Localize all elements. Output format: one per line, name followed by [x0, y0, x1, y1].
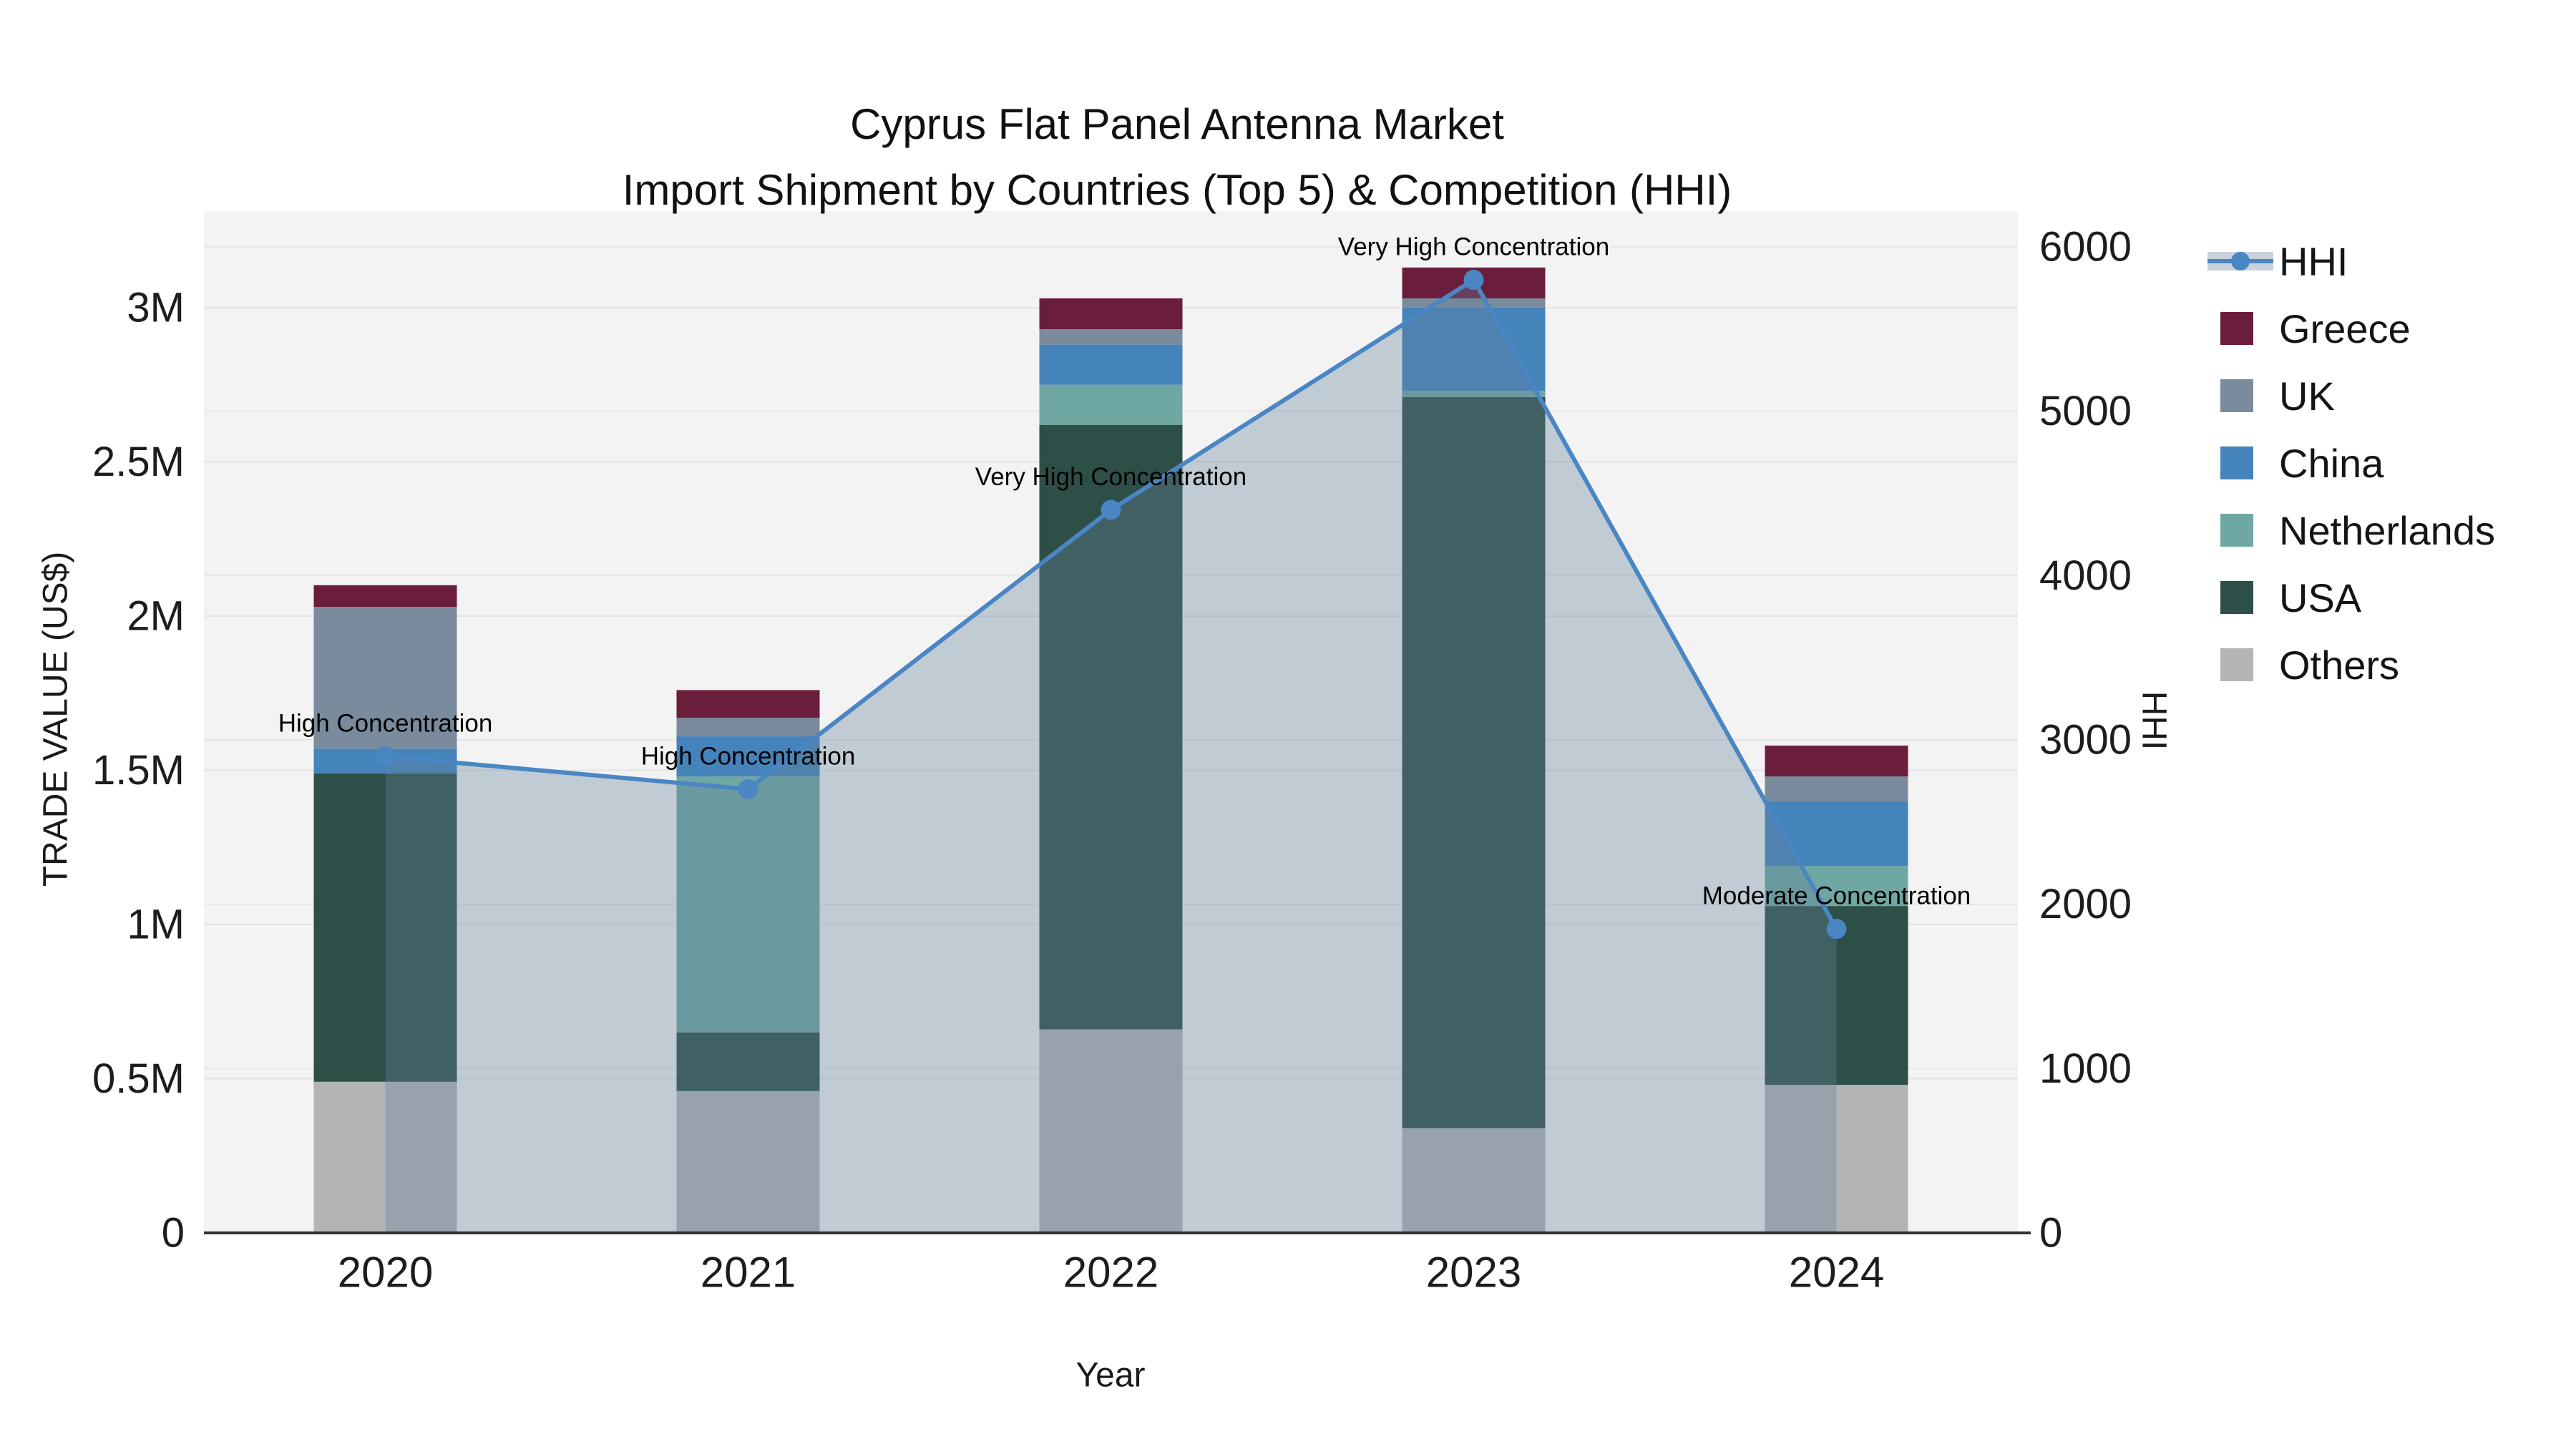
bar-segment-2024-china[interactable]	[1765, 801, 1908, 867]
legend-item-greece[interactable]: Greece	[2207, 304, 2495, 353]
hhi-line-sample-icon	[2207, 237, 2273, 286]
bar-segment-2022-greece[interactable]	[1039, 298, 1183, 330]
bar-segment-2024-uk[interactable]	[1765, 776, 1908, 801]
x-axis-title: Year	[1075, 1356, 1146, 1395]
chart-title-line1: Cyprus Flat Panel Antenna Market	[850, 100, 1504, 148]
bar-segment-2023-usa[interactable]	[1402, 396, 1546, 1128]
y-right-axis-title: HHI	[2135, 691, 2173, 751]
bar-segment-2020-uk[interactable]	[313, 607, 457, 749]
bar-segment-2021-greece[interactable]	[676, 690, 820, 718]
bar-segment-2021-netherlands[interactable]	[676, 776, 820, 1033]
legend-label: Netherlands	[2279, 507, 2495, 553]
legend-item-usa[interactable]: USA	[2207, 573, 2495, 622]
y-left-tick: 3M	[127, 284, 185, 331]
y-right-tick: 1000	[2039, 1045, 2132, 1092]
y-right-tick: 5000	[2039, 388, 2132, 434]
chart-title-line2: Import Shipment by Countries (Top 5) & C…	[622, 166, 1732, 214]
hhi-area-group	[385, 279, 1837, 1234]
bar-segment-2021-usa[interactable]	[676, 1032, 820, 1091]
bar-segment-2020-others[interactable]	[313, 1081, 457, 1233]
bar-segment-2020-greece[interactable]	[313, 585, 457, 608]
legend-label: China	[2279, 440, 2384, 486]
bar-segment-2022-others[interactable]	[1039, 1029, 1183, 1233]
y-right-tick: 3000	[2039, 717, 2132, 763]
annotations: High Concentration High Concentration Very…	[278, 233, 1971, 909]
y-right-tick: 4000	[2039, 552, 2132, 599]
hhi-markers	[375, 269, 1847, 940]
x-tick-2022: 2022	[1063, 1249, 1158, 1297]
y-right-tick: 6000	[2039, 224, 2132, 270]
bar-segment-2022-netherlands[interactable]	[1039, 384, 1183, 425]
bar-segment-2023-china[interactable]	[1402, 307, 1546, 391]
bar-segment-2024-netherlands[interactable]	[1765, 866, 1908, 907]
bar-segment-2021-others[interactable]	[676, 1091, 820, 1233]
legend-item-netherlands[interactable]: Netherlands	[2207, 506, 2495, 555]
hhi-marker-2021[interactable]	[738, 779, 758, 799]
legend-item-others[interactable]: Others	[2207, 640, 2495, 689]
legend-label: USA	[2279, 575, 2362, 620]
y-left-tick: 0.5M	[92, 1055, 185, 1102]
legend-label: UK	[2279, 373, 2335, 419]
legend-swatch-icon	[2207, 371, 2273, 420]
bar-segment-2020-usa[interactable]	[313, 773, 457, 1082]
legend-label: Others	[2279, 642, 2400, 688]
x-tick-2024: 2024	[1789, 1249, 1884, 1297]
hhi-marker-2023[interactable]	[1463, 269, 1484, 290]
y-left-tick: 2.5M	[92, 439, 185, 485]
annotation-2020: High Concentration	[278, 709, 493, 737]
bar-segment-2022-china[interactable]	[1039, 344, 1183, 385]
bar-segment-2022-usa[interactable]	[1039, 424, 1183, 1030]
legend-item-uk[interactable]: UK	[2207, 371, 2495, 420]
x-tick-2020: 2020	[338, 1249, 433, 1297]
bar-segment-2021-china[interactable]	[676, 736, 820, 777]
legend-item-china[interactable]: China	[2207, 439, 2495, 487]
hhi-area	[385, 279, 1837, 1234]
bar-segment-2021-uk[interactable]	[676, 718, 820, 737]
y-left-tick: 1.5M	[92, 747, 185, 794]
bar-segment-2023-others[interactable]	[1402, 1128, 1546, 1233]
legend-label: HHI	[2279, 238, 2348, 284]
legend-swatch-icon	[2207, 439, 2273, 487]
hhi-marker-2020[interactable]	[375, 746, 396, 766]
annotation-2021: High Concentration	[641, 742, 856, 770]
stacked-bars	[313, 267, 1908, 1233]
legend-item-hhi[interactable]: HHI	[2207, 237, 2495, 286]
axis-tick-labels: 0 0.5M 1M 1.5M 2M 2.5M 3M 0 1000 2000 3000 4000 5000…	[92, 224, 2132, 1297]
annotation-2024: Moderate Concentration	[1702, 882, 1971, 910]
legend-swatch-icon	[2207, 573, 2273, 622]
y-left-axis-title: TRADE VALUE (US$)	[36, 551, 75, 887]
bar-segment-2022-uk[interactable]	[1039, 329, 1183, 345]
legend-swatch-icon	[2207, 304, 2273, 353]
y-right-tick: 2000	[2039, 881, 2132, 927]
hhi-marker-2024[interactable]	[1826, 919, 1847, 940]
bar-segment-2024-others[interactable]	[1765, 1085, 1908, 1233]
x-tick-2023: 2023	[1426, 1249, 1521, 1297]
y-right-tick: 0	[2039, 1210, 2062, 1257]
annotation-2022: Very High Concentration	[975, 463, 1246, 491]
legend: HHI Greece UK China Netherlands USA Others	[2207, 237, 2495, 689]
y-left-tick: 2M	[127, 592, 185, 639]
annotation-2023: Very High Concentration	[1338, 233, 1609, 260]
legend-label: Greece	[2279, 306, 2411, 351]
legend-swatch-icon	[2207, 506, 2273, 555]
x-tick-2021: 2021	[701, 1249, 796, 1297]
legend-swatch-icon	[2207, 640, 2273, 689]
chart-title: Cyprus Flat Panel Antenna Market Import …	[623, 92, 1732, 223]
bar-segment-2024-greece[interactable]	[1765, 745, 1908, 777]
bar-segment-2023-netherlands[interactable]	[1402, 391, 1546, 397]
hhi-marker-2022[interactable]	[1101, 499, 1121, 520]
y-left-tick: 0	[162, 1210, 185, 1257]
y-left-tick: 1M	[127, 901, 185, 947]
